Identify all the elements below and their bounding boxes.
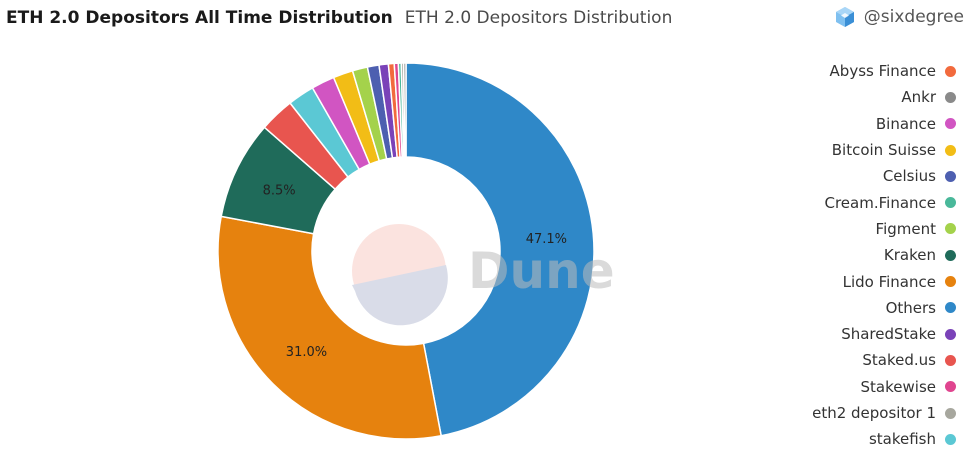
legend-dot [945,197,956,209]
legend-item-lido-finance[interactable]: Lido Finance [736,268,956,294]
legend-dot [945,433,956,445]
slice-label-kraken: 8.5% [263,183,296,198]
legend-item-stakefish[interactable]: stakefish [736,426,956,452]
legend-label: Cream.Finance [824,193,937,212]
legend-dot [945,144,956,156]
legend-label: Abyss Finance [829,62,936,81]
legend-label: Lido Finance [842,272,936,291]
legend-label: Ankr [901,88,936,107]
legend-item-sharedstake[interactable]: SharedStake [736,321,956,347]
legend-item-cream-finance[interactable]: Cream.Finance [736,189,956,215]
legend-label: Stakewise [860,377,936,396]
cube-icon [835,7,854,27]
legend-item-stakewise[interactable]: Stakewise [736,374,956,400]
legend-dot [945,354,956,366]
legend-item-figment[interactable]: Figment [736,216,956,242]
legend-item-kraken[interactable]: Kraken [736,242,956,268]
legend-label: eth2 depositor 1 [812,404,936,422]
brand[interactable]: @sixdegree [834,6,964,28]
legend-item-bitcoin-suisse[interactable]: Bitcoin Suisse [736,137,956,163]
slice-label-lido-finance: 31.0% [286,345,327,360]
legend-item-abyss-finance[interactable]: Abyss Finance [736,58,956,84]
chart-header: ETH 2.0 Depositors All Time Distribution… [6,8,672,34]
legend-item-eth2-depositor-1[interactable]: eth2 depositor 1 [736,400,956,426]
legend-dot [945,249,956,261]
slice-label-others: 47.1% [526,232,567,247]
legend-item-staked-us[interactable]: Staked.us [736,347,956,373]
legend-label: SharedStake [841,325,936,344]
legend-item-others[interactable]: Others [736,295,956,321]
brand-handle: @sixdegree [863,7,964,27]
legend-label: Staked.us [862,351,936,370]
legend-item-ankr[interactable]: Ankr [736,84,956,110]
legend: Abyss Finance Ankr Binance Bitcoin Suisse Ce… [736,58,956,452]
center-disc-bottom [352,265,448,326]
donut-slices [217,62,595,440]
chart-subtitle[interactable]: ETH 2.0 Depositors Distribution [404,8,673,28]
slice-lido-finance[interactable] [217,215,443,440]
slice-labels: 47.1% 31.0% 8.5% [263,183,567,359]
legend-dot [945,328,956,340]
legend-dot [945,276,956,288]
slice-others[interactable] [405,62,595,437]
legend-label: Kraken [883,246,936,265]
legend-label: stakefish [868,430,936,449]
legend-dot [945,302,956,314]
legend-dot [945,223,956,235]
legend-dot [945,65,956,77]
chart-title: ETH 2.0 Depositors All Time Distribution [6,8,393,28]
legend-label: Bitcoin Suisse [831,141,936,160]
legend-label: Others [885,298,936,317]
legend-dot [945,91,956,103]
legend-dot [945,170,956,182]
slice-ankr[interactable] [402,62,407,158]
legend-dot [945,381,956,393]
legend-label: Celsius [882,167,936,186]
legend-dot [945,407,956,419]
legend-label: Binance [875,114,936,133]
dune-watermark: Dune [468,242,615,300]
legend-dot [945,118,956,130]
legend-item-celsius[interactable]: Celsius [736,163,956,189]
legend-item-binance[interactable]: Binance [736,111,956,137]
legend-label: Figment [875,219,936,238]
donut-center [352,224,448,326]
